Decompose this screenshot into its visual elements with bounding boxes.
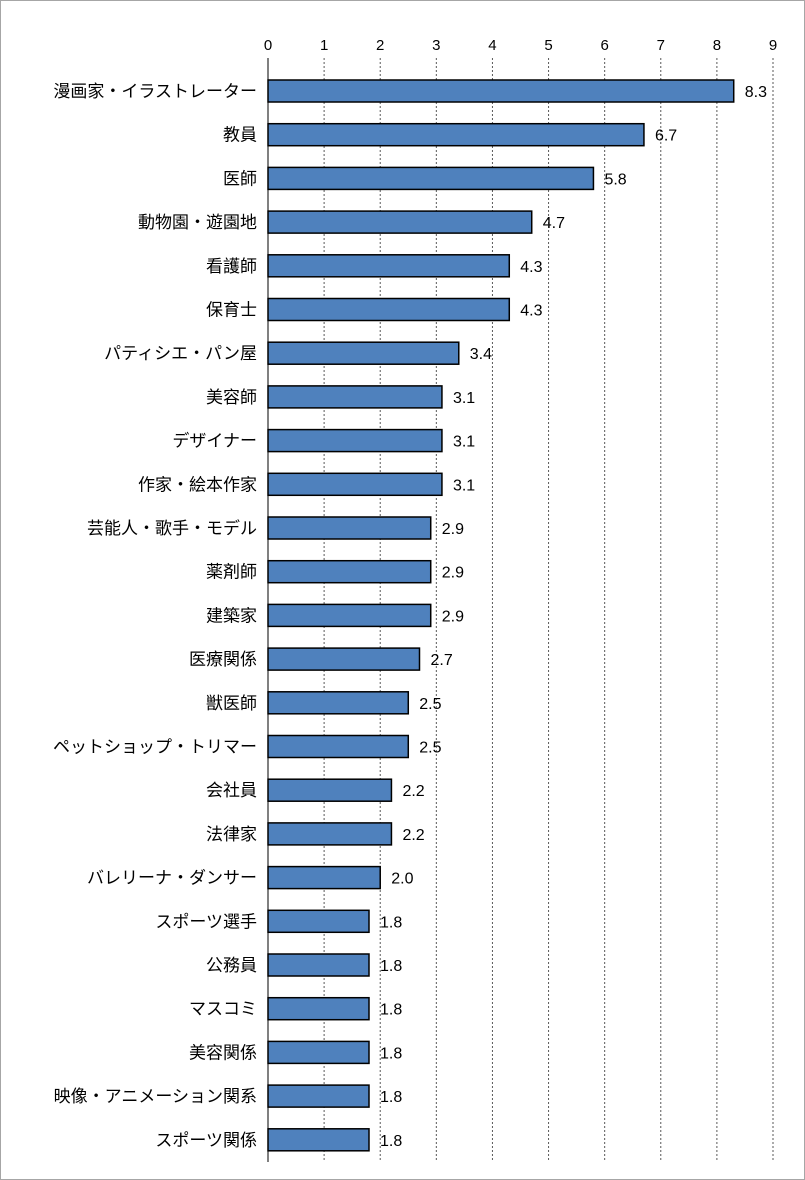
value-label: 2.9 [442, 521, 464, 538]
bar [267, 778, 393, 802]
category-label: 獣医師 [206, 694, 257, 714]
value-label: 2.9 [442, 565, 464, 582]
category-labels: 漫画家・イラストレーター教員医師動物園・遊園地看護師保育士パティシエ・パン屋美容… [53, 82, 257, 1151]
bar [267, 166, 595, 191]
category-label: パティシエ・パン屋 [104, 344, 257, 364]
bar [267, 516, 432, 540]
category-label: マスコミ [189, 1000, 257, 1020]
category-label: 教員 [223, 126, 257, 146]
value-label: 4.7 [543, 215, 565, 232]
value-label: 2.2 [402, 827, 424, 844]
bar [267, 1084, 370, 1108]
bar [267, 428, 443, 453]
category-label: 芸能人・歌手・モデル [87, 518, 257, 539]
category-label: ペットショップ・トリマー [53, 738, 257, 758]
bar [267, 1128, 370, 1152]
category-label: 薬剤師 [206, 563, 257, 583]
value-label: 2.5 [419, 740, 441, 757]
x-tick-label: 0 [264, 37, 272, 54]
value-label: 3.1 [453, 477, 475, 494]
x-axis-ticks: 0 1 2 3 4 5 6 7 8 9 [264, 37, 777, 54]
x-tick-label: 1 [320, 37, 328, 54]
category-label: 医師 [223, 169, 257, 189]
category-label: 漫画家・イラストレーター [53, 82, 257, 102]
bar [267, 647, 421, 671]
value-label: 6.7 [655, 128, 677, 145]
bar [267, 1040, 370, 1065]
category-label: 動物園・遊園地 [138, 213, 257, 233]
category-label: 法律家 [206, 825, 257, 845]
x-tick-label: 6 [600, 37, 608, 54]
bar [267, 603, 432, 628]
bar [267, 297, 511, 322]
category-label: 看護師 [206, 257, 257, 277]
value-label: 3.1 [453, 390, 475, 407]
bar [267, 953, 370, 977]
value-label: 2.5 [419, 696, 441, 713]
category-label: 会社員 [206, 781, 257, 801]
category-label: 保育士 [206, 301, 257, 321]
x-tick-label: 4 [488, 37, 496, 54]
category-label: 映像・アニメーション関系 [54, 1087, 257, 1107]
bars [267, 79, 735, 1152]
category-label: デザイナー [172, 431, 257, 452]
value-label: 1.8 [380, 1089, 402, 1106]
value-label: 2.7 [431, 652, 453, 669]
bar [267, 734, 410, 759]
category-label: バレリーナ・ダンサー [87, 869, 257, 889]
category-label: 建築家 [206, 606, 257, 626]
x-tick-label: 7 [657, 37, 665, 54]
value-label: 2.2 [402, 783, 424, 800]
value-label: 2.9 [442, 608, 464, 625]
category-label: 作家・絵本作家 [138, 475, 257, 495]
value-label: 8.3 [745, 84, 767, 101]
bar [267, 385, 443, 409]
value-label: 4.3 [520, 303, 542, 320]
category-label: スポーツ関係 [155, 1131, 257, 1151]
value-label: 3.4 [470, 346, 492, 363]
value-label: 3.1 [453, 434, 475, 451]
value-label: 1.8 [380, 1002, 402, 1019]
category-label: 公務員 [206, 956, 257, 976]
bar [267, 559, 432, 584]
category-label: 医療関係 [189, 650, 257, 670]
bar [267, 122, 645, 147]
category-label: スポーツ選手 [155, 912, 257, 932]
gridlines [323, 58, 774, 1162]
bar [267, 79, 735, 103]
x-tick-label: 9 [769, 37, 777, 54]
value-label: 1.8 [380, 1045, 402, 1062]
x-tick-label: 3 [432, 37, 440, 54]
bar [267, 865, 381, 890]
bar [267, 341, 460, 365]
value-label: 5.8 [604, 171, 626, 188]
value-labels: 8.3 6.7 5.8 4.7 4.3 4.3 3.4 3.1 3.1 3.1 2.9 2.9 2.9 2… [380, 84, 767, 1150]
x-tick-label: 8 [713, 37, 721, 54]
bar [267, 691, 410, 715]
value-label: 1.8 [380, 958, 402, 975]
bar [267, 909, 370, 934]
category-label: 美容師 [206, 388, 257, 408]
bar [267, 996, 370, 1021]
value-label: 4.3 [520, 259, 542, 276]
category-label: 美容関係 [189, 1043, 257, 1063]
value-label: 2.0 [391, 871, 413, 888]
x-tick-label: 2 [376, 37, 384, 54]
x-tick-label: 5 [544, 37, 552, 54]
bar [267, 254, 511, 278]
value-label: 1.8 [380, 914, 402, 931]
value-label: 1.8 [380, 1133, 402, 1150]
bar [267, 210, 533, 234]
bar [267, 822, 393, 846]
bar [267, 472, 443, 497]
